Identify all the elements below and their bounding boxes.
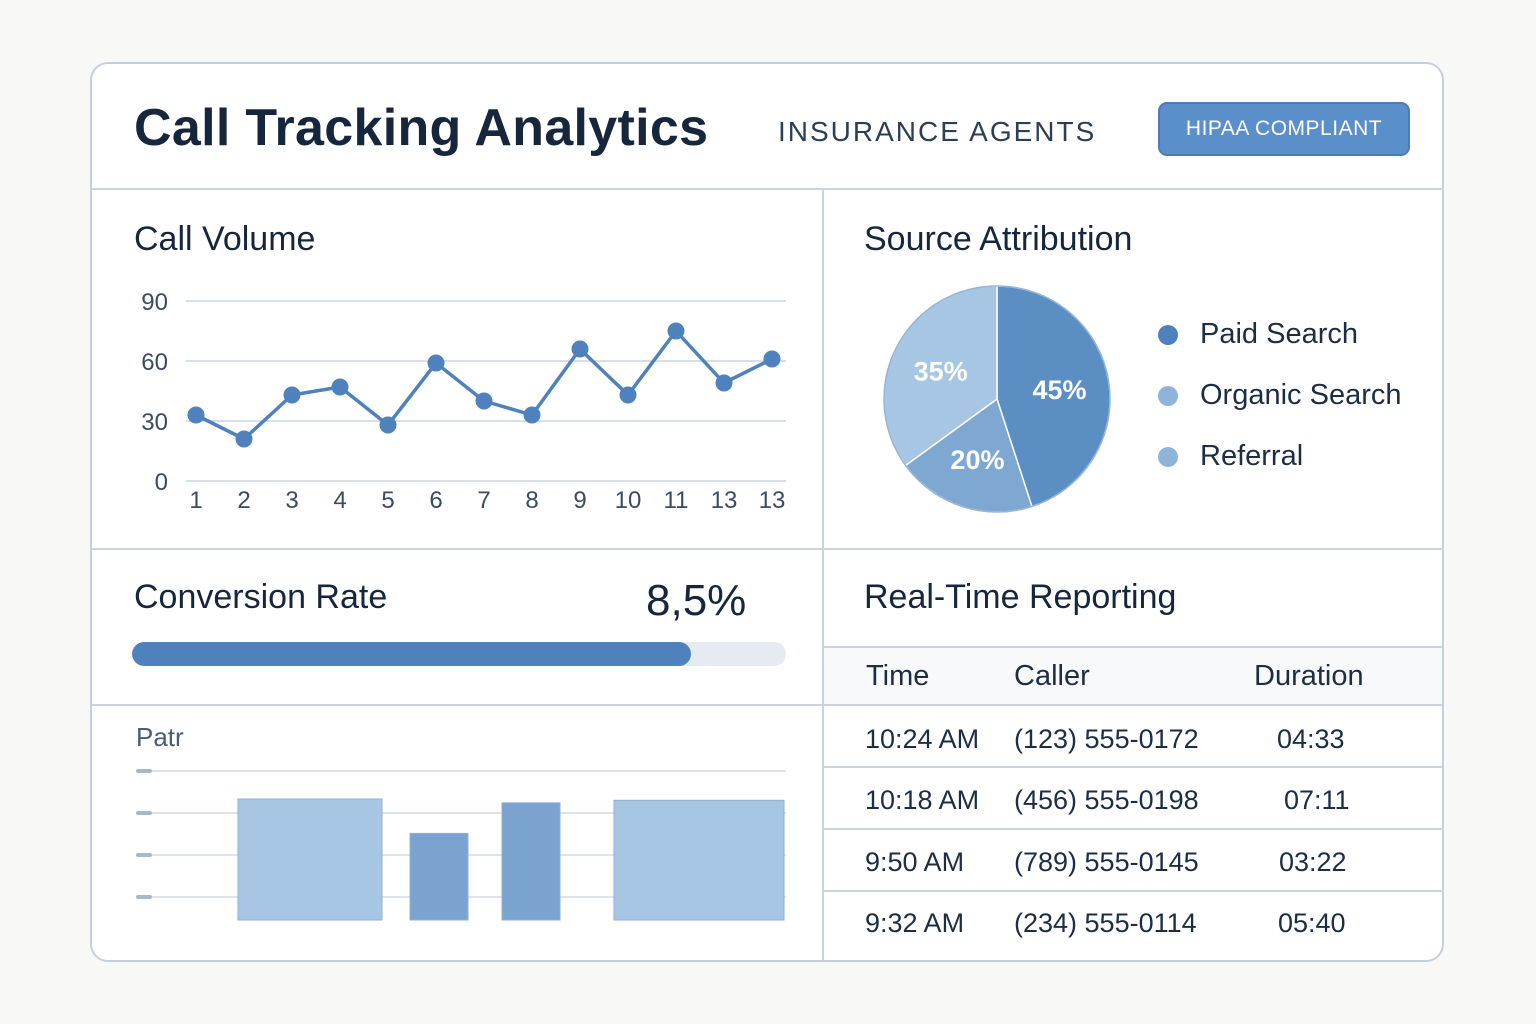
column-divider (822, 188, 824, 960)
table-row-divider (824, 890, 1442, 892)
pie-slice-label: 20% (950, 445, 1004, 475)
data-point (283, 386, 301, 404)
table-cell-duration: 07:11 (1284, 785, 1350, 815)
data-point (331, 378, 349, 396)
bar (501, 802, 561, 921)
x-tick-label: 5 (381, 487, 394, 514)
x-tick-label: 8 (525, 487, 538, 514)
table-cell-time: 10:24 AM (865, 724, 980, 754)
y-tick-label: 0 (155, 469, 168, 496)
table-cell-caller: (789) 555-0145 (1014, 847, 1199, 877)
data-point (715, 374, 733, 392)
source-attribution-title: Source Attribution (864, 220, 1133, 258)
x-tick-label: 9 (573, 487, 586, 514)
data-point (763, 350, 781, 368)
realtime-title: Real-Time Reporting (864, 578, 1177, 616)
x-tick-label: 4 (333, 487, 346, 514)
y-tick-label: 90 (141, 289, 168, 316)
source-attribution-pie: 45% 20% 35% (883, 285, 1111, 513)
page-title: Call Tracking Analytics (134, 99, 709, 157)
legend-item-paid-search[interactable]: Paid Search (1158, 304, 1402, 365)
x-tick-label: 13 (759, 487, 786, 514)
bar (409, 832, 469, 921)
x-tick-label: 11 (664, 487, 689, 514)
legend-dot (1158, 385, 1178, 406)
pie-slice-label: 45% (1032, 375, 1086, 405)
series-line (195, 329, 773, 441)
data-point (619, 386, 637, 404)
legend-dot (1158, 324, 1178, 345)
bar-panel-title: Patr (136, 722, 184, 752)
legend-label: Paid Search (1200, 318, 1358, 350)
table-row-divider (824, 828, 1442, 830)
y-tick-label: 30 (141, 409, 168, 436)
x-tick-label: 13 (711, 487, 738, 514)
bar-chart (136, 769, 786, 921)
legend-label: Organic Search (1200, 379, 1402, 411)
y-tick-label: 60 (141, 349, 168, 376)
table-cell-time: 9:32 AM (865, 908, 965, 938)
table-cell-caller: (234) 555-0114 (1014, 908, 1197, 938)
conversion-progress-fill (132, 642, 692, 666)
pie-slice-label: 35% (914, 356, 968, 386)
data-point (235, 430, 253, 448)
data-point (475, 392, 493, 410)
conversion-progress-track (132, 642, 786, 666)
table-top-divider (824, 646, 1442, 648)
data-point (379, 416, 397, 434)
x-tick-label: 1 (189, 487, 202, 514)
x-tick-label: 10 (615, 487, 642, 514)
data-point (523, 406, 541, 424)
row-divider (92, 548, 1442, 550)
column-header-caller[interactable]: Caller (1014, 660, 1090, 692)
x-tick-label: 7 (477, 487, 490, 514)
header-divider (92, 188, 1442, 190)
data-point (667, 322, 685, 340)
table-cell-duration: 04:33 (1277, 724, 1345, 754)
x-tick-label: 2 (237, 487, 250, 514)
x-tick-label: 3 (285, 487, 298, 514)
data-point (427, 354, 445, 372)
page-subtitle: INSURANCE AGENTS (778, 116, 1097, 147)
conversion-rate-title: Conversion Rate (134, 578, 388, 616)
column-header-duration[interactable]: Duration (1254, 660, 1364, 692)
legend-item-referral[interactable]: Referral (1158, 426, 1402, 487)
bar (613, 799, 785, 921)
legend-dot (1158, 446, 1178, 467)
data-point (187, 406, 205, 424)
table-header-divider (824, 704, 1442, 706)
column-header-time[interactable]: Time (866, 660, 930, 692)
legend-item-organic-search[interactable]: Organic Search (1158, 365, 1402, 426)
table-cell-duration: 03:22 (1279, 847, 1347, 877)
pie-legend: Paid Search Organic Search Referral (1158, 304, 1402, 487)
table-cell-time: 9:50 AM (865, 847, 965, 877)
table-cell-caller: (456) 555-0198 (1014, 785, 1199, 815)
table-cell-duration: 05:40 (1278, 908, 1346, 938)
table-cell-caller: (123) 555-0172 (1014, 724, 1199, 754)
call-volume-title: Call Volume (134, 220, 316, 258)
table-row-divider (824, 766, 1442, 768)
data-point (571, 340, 589, 358)
x-tick-label: 6 (429, 487, 442, 514)
pie-outline (883, 285, 1111, 513)
conversion-rate-value: 8,5% (646, 576, 747, 625)
left-lower-divider (92, 704, 822, 706)
hipaa-badge[interactable]: HIPAA COMPLIANT (1158, 102, 1410, 156)
legend-label: Referral (1200, 440, 1304, 472)
table-header (824, 648, 1442, 704)
table-cell-time: 10:18 AM (865, 785, 980, 815)
dashboard-card: Call Tracking Analytics INSURANCE AGENTS… (90, 62, 1444, 962)
call-volume-chart: 0 30 60 90 1 2 3 4 5 6 7 8 9 10 11 13 13 (141, 289, 786, 514)
bar (237, 798, 383, 921)
